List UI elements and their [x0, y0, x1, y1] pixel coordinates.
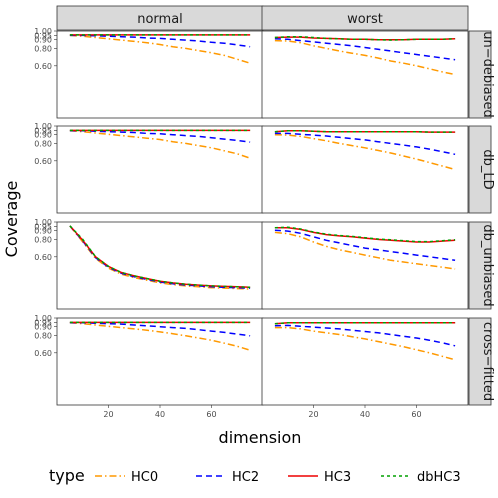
strip-row-label-db-ld: db_LD: [480, 149, 495, 189]
strip-row-label-un-debiased: un−debiased: [480, 31, 495, 117]
x-tick-label: 40: [360, 410, 370, 419]
y-tick-label: 0.90: [34, 323, 52, 332]
strip-row-db-unbiased: [468, 221, 492, 310]
legend-label-hc2: HC2: [232, 470, 259, 485]
series-line-hc0: [69, 225, 251, 290]
legend-label-dbhc3: dbHC3: [417, 470, 461, 485]
y-tick-label: 1.00: [34, 218, 52, 227]
panel-frame: [56, 30, 264, 119]
series-line-hc2: [274, 229, 456, 262]
y-tick-label: 0.60: [34, 62, 52, 71]
legend: type HC0 HC2 HC3 dbHC3: [49, 466, 461, 485]
panel-frame: [261, 317, 469, 406]
panel-db-unbiased-normal: [56, 221, 264, 310]
y-tick-label: 0.60: [34, 349, 52, 358]
x-tick-label: 20: [308, 410, 318, 419]
series-line-hc0: [69, 322, 251, 351]
series-line-hc0: [69, 130, 251, 159]
facet-grid: normal worst un−debiased db_LD db_unbiasedcr…: [34, 5, 495, 419]
series-line-hc0: [274, 133, 456, 171]
series-line-hc0: [274, 231, 456, 270]
y-tick-label: 0.80: [34, 139, 52, 148]
strip-row-un-debiased: [468, 30, 492, 119]
x-tick-label: 20: [103, 410, 113, 419]
y-tick-label: 0.90: [34, 227, 52, 236]
series-line-hc2: [69, 225, 251, 289]
y-tick-label: 0.90: [34, 36, 52, 45]
x-tick-label: 60: [206, 410, 216, 419]
strip-col-normal: [56, 5, 264, 31]
series-line-hc2: [274, 132, 456, 156]
strip-row-label-db-unbiased: db_unbiased: [480, 224, 495, 306]
series-line-dbhc3: [274, 35, 456, 41]
strip-row-cross-fitted: [468, 317, 492, 406]
strip-col-label-normal: normal: [137, 12, 183, 27]
panel-frame: [56, 125, 264, 214]
series-line-dbhc3: [274, 226, 456, 243]
series-line-hc2: [274, 324, 456, 347]
y-tick-label: 0.95: [34, 126, 52, 135]
y-tick-label: 1.00: [34, 27, 52, 36]
panel-frame: [56, 317, 264, 406]
x-tick-label: 40: [155, 410, 165, 419]
panel-frame: [56, 221, 264, 310]
series-line-dbhc3: [274, 130, 456, 133]
series-line-hc2: [69, 322, 251, 337]
y-axis-title: Coverage: [2, 181, 21, 258]
y-tick-label: 0.90: [34, 131, 52, 140]
y-tick-label: 0.95: [34, 318, 52, 327]
panel-un-debiased-normal: [56, 30, 264, 119]
legend-title: type: [49, 466, 85, 485]
y-tick-label: 0.95: [34, 31, 52, 40]
series-line-hc2: [69, 130, 251, 143]
panel-frame: [261, 125, 469, 214]
y-tick-label: 0.80: [34, 235, 52, 244]
y-tick-label: 1.00: [34, 314, 52, 323]
legend-label-hc0: HC0: [131, 470, 158, 485]
panel-db-unbiased-worst: [261, 221, 469, 310]
strip-col-worst: [261, 5, 469, 31]
strip-row-db-ld: [468, 125, 492, 214]
y-tick-label: 0.60: [34, 157, 52, 166]
series-line-hc0: [274, 326, 456, 361]
legend-label-hc3: HC3: [324, 470, 351, 485]
y-tick-label: 0.80: [34, 44, 52, 53]
series-line-hc0: [69, 34, 251, 64]
series-line-hc2: [274, 38, 456, 61]
y-tick-label: 1.00: [34, 122, 52, 131]
x-axis-title: dimension: [219, 428, 302, 447]
series-line-dbhc3: [69, 225, 251, 289]
panel-db-ld-normal: [56, 125, 264, 214]
series-line-dbhc3: [274, 322, 456, 325]
series-line-hc0: [274, 39, 456, 76]
x-tick-label: 60: [411, 410, 421, 419]
panel-un-debiased-worst: [261, 30, 469, 119]
y-tick-label: 0.80: [34, 331, 52, 340]
panel-db-ld-worst: [261, 125, 469, 214]
panel-frame: [261, 30, 469, 119]
panel-cross-fitted-normal: [56, 317, 264, 406]
y-tick-label: 0.60: [34, 253, 52, 262]
panel-cross-fitted-worst: [261, 317, 469, 406]
series-line-hc2: [69, 34, 251, 48]
strip-col-label-worst: worst: [347, 12, 383, 27]
y-tick-label: 0.95: [34, 222, 52, 231]
strip-row-label-cross-fitted: cross−fitted: [480, 322, 495, 401]
